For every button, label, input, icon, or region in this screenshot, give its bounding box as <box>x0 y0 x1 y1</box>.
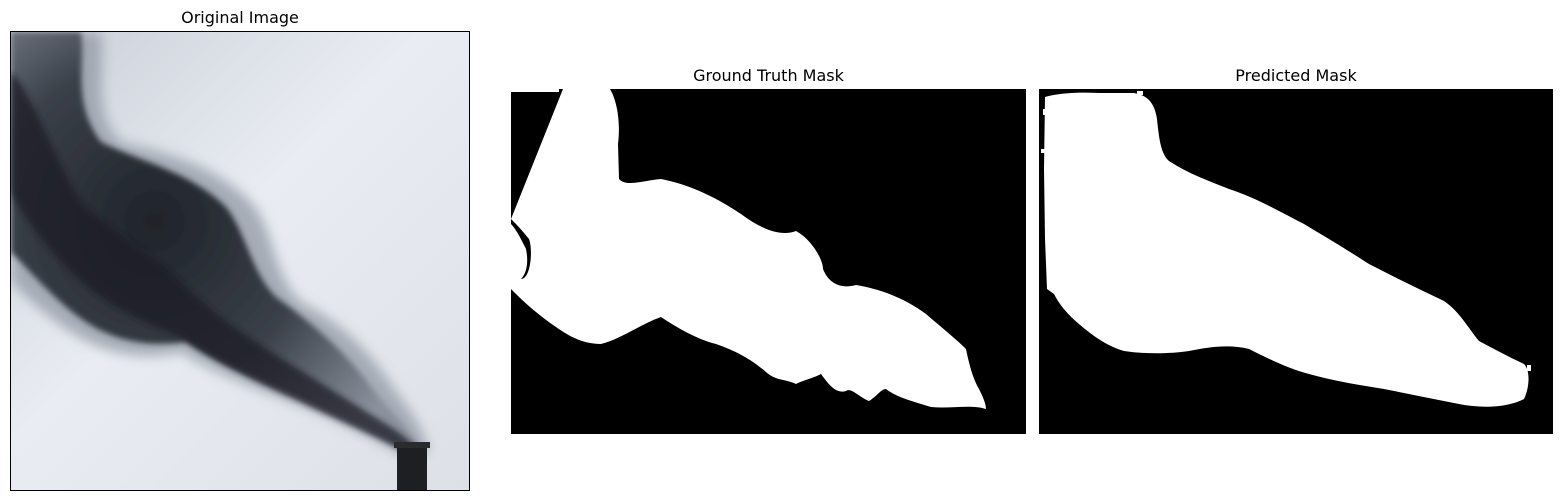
original-image-title: Original Image <box>181 8 299 27</box>
smoke-photo <box>11 32 469 490</box>
chimney-rim <box>394 442 430 448</box>
ground-truth-title: Ground Truth Mask <box>693 66 844 85</box>
predicted-mask <box>1039 89 1553 434</box>
ground-truth-frame <box>511 89 1026 434</box>
chimney <box>397 444 427 490</box>
original-image-panel: Original Image <box>10 0 470 492</box>
smoke-plume-mid <box>11 32 421 452</box>
predicted-title: Predicted Mask <box>1235 66 1357 85</box>
smoke-plume-core <box>11 72 421 452</box>
mask-foreground <box>1044 92 1529 407</box>
ground-truth-panel: Ground Truth Mask <box>511 0 1026 440</box>
mask-foreground <box>511 89 986 409</box>
predicted-panel: Predicted Mask <box>1039 0 1553 440</box>
predicted-frame <box>1039 89 1553 434</box>
ground-truth-mask <box>511 89 1026 434</box>
original-image-frame <box>10 31 470 491</box>
